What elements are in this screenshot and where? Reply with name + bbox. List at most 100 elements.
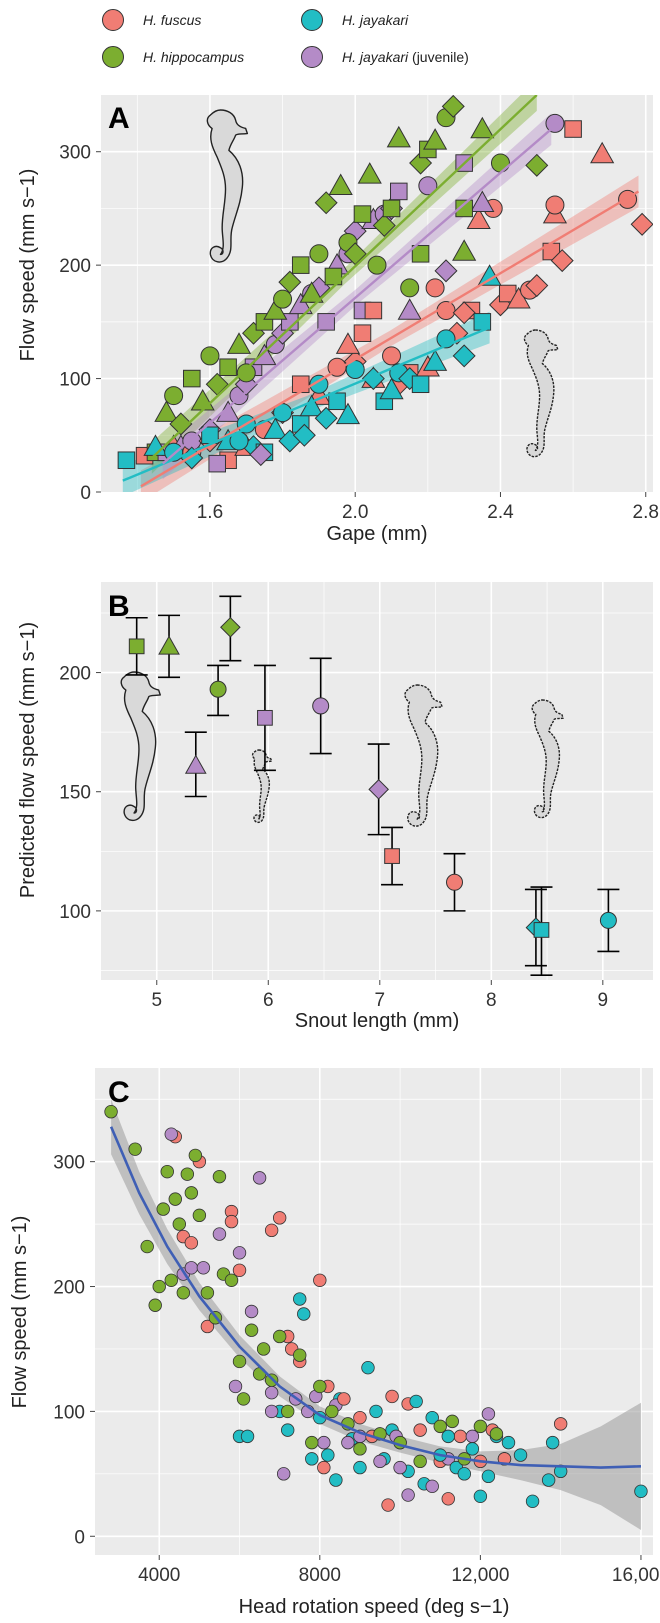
panel-b-ytick-label: 200 (59, 664, 91, 685)
panel-b: 5 6 7 8 9 100 150 200 B Snout length (mm) Predi… (17, 582, 653, 1032)
panel-a-ytick-label: 0 (80, 483, 91, 504)
panel-a-point-h-fuscus (452, 301, 476, 325)
panel-c-point-h-fuscus (200, 1319, 215, 1334)
panel-a-point-h-fuscus (425, 278, 445, 298)
panel-c-point-h-jayakari (409, 1394, 423, 1409)
panel-c-point-h-jayakari-juvenile (317, 1435, 331, 1450)
panel-c-point-h-hippocampus (224, 1273, 239, 1287)
panel-a-point-h-hippocampus (236, 363, 256, 383)
panel-a-fit-line-h-jayakari (122, 326, 491, 482)
panel-c-point-h-jayakari-juvenile (264, 1404, 279, 1419)
panel-a-point-h-hippocampus (490, 153, 510, 173)
panel-b-spiny-seahorse-silhouette-body (404, 684, 443, 827)
panel-c-point-h-hippocampus (104, 1105, 118, 1119)
panel-b-estimate (219, 595, 242, 662)
panel-a-point-h-jayakari-juvenile (397, 298, 422, 320)
panel-c-point-h-jayakari (525, 1494, 540, 1509)
panel-c-point-h-hippocampus (168, 1192, 182, 1206)
panel-c-point-h-hippocampus (152, 1279, 166, 1294)
panel-c-point-h-fuscus (184, 1236, 199, 1250)
panel-c-point-h-jayakari (501, 1435, 516, 1450)
panel-a-point-h-hippocampus (411, 245, 430, 263)
panel-c-point-h-hippocampus (305, 1435, 319, 1450)
panel-c-point-h-hippocampus (244, 1323, 259, 1337)
panel-b-silhouettes (120, 671, 564, 827)
panel-a-point-h-hippocampus (372, 213, 396, 237)
panel-c-point-h-hippocampus (148, 1298, 162, 1312)
panel-c-ylabel: Flow speed (mm s−1) (9, 1216, 31, 1409)
panel-a-point-h-hippocampus (226, 332, 252, 354)
panel-c-point-h-hippocampus (280, 1404, 295, 1419)
panel-b-estimate (125, 616, 148, 676)
panel-c-point-h-jayakari (321, 1448, 335, 1462)
panel-c-point-h-jayakari (240, 1429, 255, 1444)
panel-c-point-h-hippocampus (256, 1342, 271, 1356)
panel-a-point-h-hippocampus (367, 255, 387, 275)
panel-c-point-h-jayakari-juvenile (184, 1261, 199, 1275)
panel-a-point-h-hippocampus (382, 199, 401, 218)
panel-c-point-h-jayakari (425, 1410, 439, 1425)
panel-a-point-h-hippocampus (263, 298, 288, 320)
panel-a-point-h-hippocampus (278, 270, 302, 294)
panel-a-point-h-jayakari-juvenile (390, 182, 408, 201)
panel-a-point-h-hippocampus (452, 239, 477, 261)
panel-a-point-h-hippocampus (314, 191, 338, 215)
panel-c-point-h-fuscus (385, 1389, 399, 1404)
panel-a-seahorse-silhouette (206, 109, 249, 263)
panel-a-point-h-hippocampus (386, 125, 411, 148)
panel-b-xtick-label: 7 (374, 990, 385, 1011)
panel-a-ribbon-h-hippocampus (151, 95, 537, 474)
panel-b-ytick-label: 100 (59, 902, 91, 923)
panel-a-point-h-fuscus (335, 332, 361, 354)
panel-a-point-h-jayakari-juvenile (249, 443, 273, 467)
panel-c-point-h-jayakari (473, 1489, 488, 1504)
panel-c-point-h-fuscus (441, 1492, 455, 1506)
panel-a-point-h-hippocampus (357, 162, 382, 184)
panel-b-points (125, 595, 620, 977)
panel-a-point-h-jayakari-juvenile (208, 454, 226, 473)
panel-c-point-h-jayakari-juvenile (393, 1460, 407, 1475)
panel-a-point-h-jayakari (292, 423, 316, 447)
panel-a-xlabel: Gape (mm) (326, 523, 427, 545)
panel-a-ytick-label: 100 (59, 370, 91, 391)
panel-c-smooth-curve (109, 1126, 642, 1469)
legend-label-h-hippocampus: H. hippocampus (143, 49, 244, 65)
panel-a-point-h-jayakari (411, 375, 430, 394)
panel-b-xtick-label: 8 (486, 990, 497, 1011)
panel-a-point-h-hippocampus (328, 173, 353, 196)
panel-b-estimate (530, 886, 553, 977)
panel-c-point-h-fuscus (413, 1423, 427, 1437)
panel-b-estimate (597, 888, 620, 953)
panel-a-point-h-hippocampus (164, 386, 184, 406)
panel-a-point-h-jayakari (423, 349, 448, 371)
panel-b-estimate (207, 664, 230, 717)
panel-a-fit-line-h-jayakari-juvenile (161, 128, 553, 465)
panel-b-point (446, 873, 464, 891)
panel-a-point-h-fuscus (382, 346, 402, 366)
panel-c-point-h-hippocampus (188, 1148, 203, 1163)
panel-a-point-h-hippocampus (219, 358, 237, 377)
panel-c-point-h-fuscus (381, 1498, 395, 1512)
panel-a-ticks: 1.6 2.0 2.4 2.8 0 100 200 300 (59, 143, 659, 523)
panel-c-point-h-hippocampus (445, 1414, 459, 1429)
panel-b-ylabel: Predicted flow speed (mm s−1) (17, 622, 39, 898)
panel-b-point (368, 779, 389, 800)
panel-c-point-h-jayakari-juvenile (252, 1171, 267, 1185)
panel-c-point-h-jayakari (513, 1448, 528, 1462)
panel-a-ylabel: Flow speed (mm s−1) (17, 169, 39, 362)
panel-c-point-h-fuscus (232, 1263, 247, 1277)
panel-b-letter: B (108, 590, 130, 623)
panel-a-point-h-jayakari-juvenile (434, 259, 458, 283)
legend-species-name: H. hippocampus (143, 49, 244, 65)
legend: H. fuscus H. jayakari H. hippocampus H. jay… (102, 9, 469, 68)
panel-a-point-h-fuscus (466, 207, 491, 230)
legend-label-h-jayakari: H. jayakari (342, 12, 409, 28)
panel-c-point-h-fuscus (317, 1460, 331, 1475)
panel-b-point (384, 848, 400, 864)
panel-c-point-h-fuscus (337, 1392, 351, 1406)
panel-a-point-h-jayakari-juvenile (418, 176, 438, 196)
legend-species-name: H. fuscus (143, 12, 201, 28)
panel-c-ytick-label: 100 (53, 1402, 85, 1423)
panel-a-xtick-label: 2.0 (342, 502, 368, 523)
panel-a-point-h-jayakari (314, 406, 338, 430)
